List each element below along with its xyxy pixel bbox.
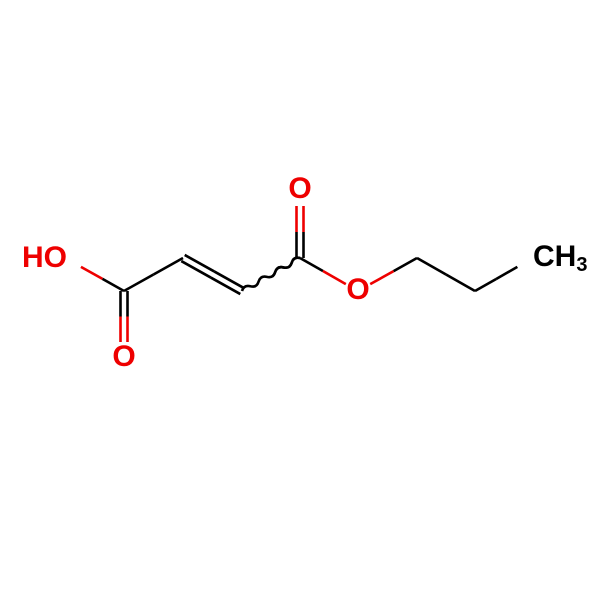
atom-label-O_oh: HO [22,241,67,274]
atom-label-O_dbl2: O [288,172,311,205]
atom-label-O_dbl1: O [112,340,135,373]
atom-label-O_eth: O [346,273,369,306]
atom-label-C_p3: CH3 [533,240,587,276]
molecule-diagram: HO O O O CH3 [0,0,600,600]
